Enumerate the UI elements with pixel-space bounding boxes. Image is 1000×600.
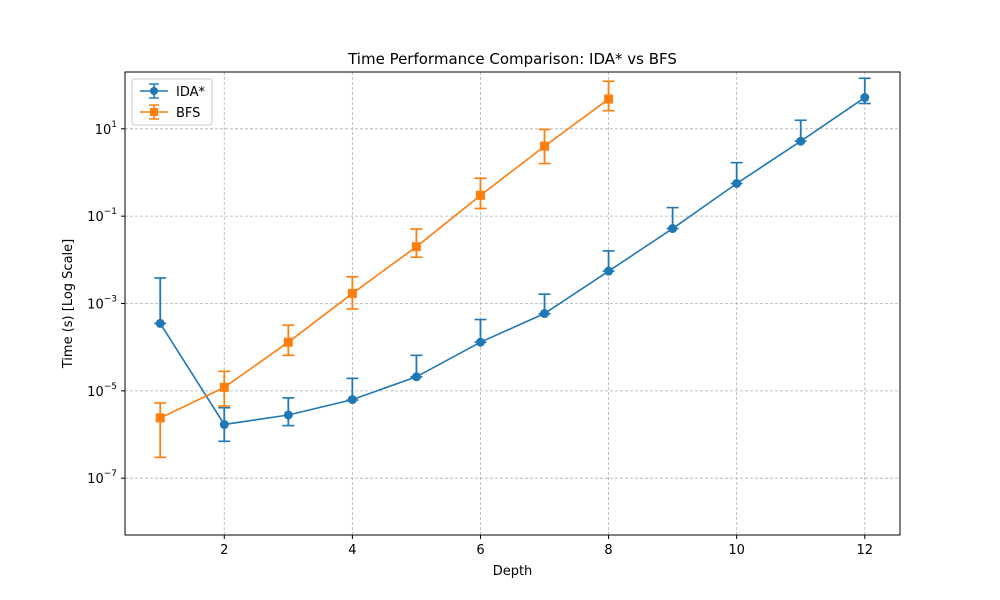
legend: IDA* BFS	[131, 78, 213, 126]
legend-marker	[150, 108, 158, 116]
data-point	[860, 93, 870, 103]
data-point	[411, 372, 421, 382]
data-point	[604, 266, 614, 276]
grid-lines	[125, 72, 900, 535]
data-point	[540, 309, 550, 319]
legend-label: IDA*	[176, 85, 206, 100]
x-tick-label: 8	[604, 543, 612, 558]
legend-label: BFS	[176, 106, 200, 121]
series-group	[154, 77, 871, 459]
x-tick-label: 10	[728, 543, 745, 558]
data-point	[604, 94, 614, 104]
series-line	[159, 98, 610, 419]
data-point	[347, 395, 357, 405]
data-point	[347, 288, 357, 298]
series-ida	[154, 77, 871, 443]
x-tick-label: 6	[476, 543, 484, 558]
y-tick-label: 10−3	[87, 295, 117, 313]
x-tick-label: 12	[856, 543, 873, 558]
axis-ticks: 2 4 6 8 10 12 10−7 10−5 10−3 10−1 101	[87, 120, 873, 558]
y-tick-label: 10−1	[87, 207, 117, 225]
data-point	[796, 136, 806, 146]
data-point	[540, 141, 550, 151]
data-point	[219, 419, 229, 429]
legend-marker	[150, 87, 158, 95]
y-tick-label: 10−7	[87, 469, 117, 487]
y-tick-label: 10−5	[87, 382, 117, 400]
data-point	[668, 224, 678, 234]
y-axis-label: Time (s) [Log Scale]	[61, 239, 76, 369]
y-tick-label: 101	[95, 120, 117, 138]
data-point	[219, 382, 229, 392]
data-point	[155, 318, 165, 328]
series-bfs	[154, 80, 615, 459]
series-line	[159, 96, 866, 426]
chart-title: Time Performance Comparison: IDA* vs BFS	[347, 50, 677, 68]
data-point	[732, 178, 742, 188]
x-tick-label: 2	[220, 543, 228, 558]
data-point	[283, 337, 293, 347]
data-point	[475, 337, 485, 347]
data-point	[155, 413, 165, 423]
data-point	[411, 242, 421, 252]
x-tick-label: 4	[348, 543, 356, 558]
data-point	[475, 190, 485, 200]
data-point	[283, 410, 293, 420]
x-axis-label: Depth	[493, 564, 533, 579]
